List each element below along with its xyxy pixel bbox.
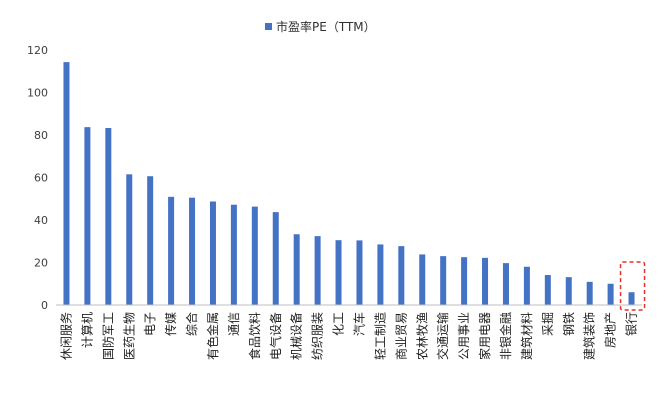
bar [544,275,551,305]
bar [251,206,258,305]
bar [230,204,237,305]
y-tick-label: 40 [34,214,48,227]
y-tick-label: 120 [27,44,48,57]
x-tick-label: 采掘 [540,312,555,336]
bar [189,197,196,305]
bar [293,234,300,305]
x-tick-label: 汽车 [351,312,366,336]
bar [502,263,509,305]
bar [461,257,468,305]
bar [419,254,426,305]
x-tick-label: 银行 [625,312,639,336]
highlight-layer [619,261,646,311]
bar [398,246,405,305]
bar [209,201,216,305]
bar [586,281,593,305]
y-tick-label: 60 [34,172,48,185]
x-tick-label: 综合 [184,312,199,336]
y-tick-label: 20 [34,257,48,270]
x-tick-label: 机械设备 [289,312,304,360]
bar [523,266,530,305]
x-tick-label: 商业贸易 [393,312,408,360]
bars [63,62,635,305]
x-tick-label: 纺织服装 [311,312,325,360]
x-tick-label: 电气设备 [268,312,283,360]
bar [356,240,363,305]
legend-swatch [265,23,272,30]
bar [147,176,154,305]
y-tick-label: 0 [41,299,48,312]
x-tick-label: 化工 [332,312,346,336]
bar [607,283,614,305]
bar [482,257,489,305]
bar [335,240,342,305]
bar [168,196,175,305]
x-tick-label: 食品饮料 [247,312,262,360]
x-tick-label: 计算机 [79,312,94,348]
x-tick-label: 公用事业 [457,312,471,360]
x-tick-label: 交通运输 [435,312,450,360]
bar [628,292,635,305]
legend-label: 市盈率PE（TTM） [276,19,376,34]
y-tick-label: 100 [27,87,48,100]
bar [126,174,133,305]
bar [565,277,572,305]
bar [63,62,70,305]
x-tick-label: 国防军工 [100,312,115,360]
x-tick-label: 休闲服务 [58,312,73,360]
y-tick-label: 80 [34,129,48,142]
x-tick-label: 电子 [143,312,157,336]
x-tick-label: 家用电器 [477,312,492,360]
x-tick-label: 有色金属 [205,312,220,360]
x-tick-label: 非银金融 [498,312,513,360]
x-tick-label: 通信 [227,312,241,336]
bar [272,212,279,305]
bar [314,236,321,305]
x-tick-label: 建筑材料 [519,312,534,360]
legend: 市盈率PE（TTM） [265,19,376,34]
x-tick-label: 轻工制造 [373,312,387,360]
highlight-box [619,261,646,311]
x-axis: 休闲服务 计算机 国防军工 医药生物 电子 传媒 综合 有色金属 通信 食品饮料 电气设备 机械设备纺… [56,304,642,360]
bar [377,244,384,305]
x-tick-label: 医药生物 [122,312,136,360]
y-axis: 0 20 40 60 80 100 120 [27,44,48,312]
x-tick-label: 传媒 [163,312,178,336]
bar [84,127,91,305]
bar [105,127,112,305]
bar [440,256,447,305]
x-tick-label: 农林牧渔 [415,312,429,360]
x-tick-label: 钢铁 [562,312,576,336]
x-tick-label: 建筑装饰 [582,312,597,360]
x-tick-label: 房地产 [603,312,618,348]
